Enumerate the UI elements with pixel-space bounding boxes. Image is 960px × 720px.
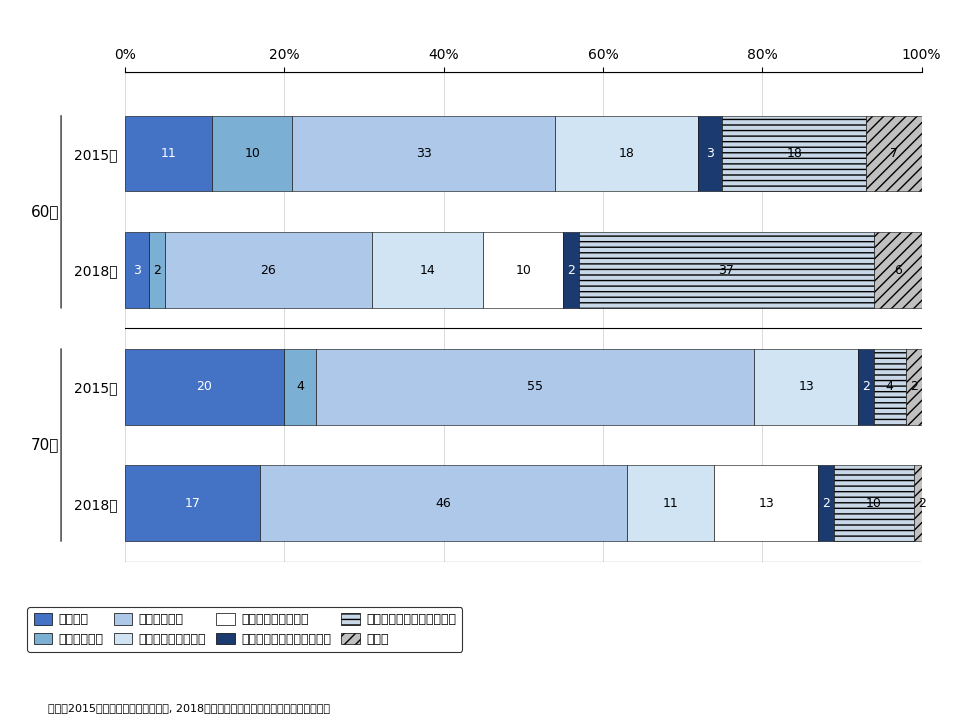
- Text: 17: 17: [184, 497, 201, 510]
- Bar: [484, 233, 563, 308]
- Text: 10: 10: [866, 497, 881, 510]
- Bar: [714, 465, 818, 541]
- Text: 3: 3: [707, 147, 714, 160]
- Text: 60代: 60代: [31, 204, 60, 220]
- Bar: [723, 116, 866, 192]
- Bar: [555, 116, 699, 192]
- Bar: [165, 233, 372, 308]
- Bar: [260, 465, 627, 541]
- Bar: [905, 349, 922, 425]
- Text: 18: 18: [786, 147, 802, 160]
- Bar: [372, 233, 484, 308]
- Text: 33: 33: [416, 147, 431, 160]
- Bar: [563, 233, 579, 308]
- Bar: [125, 465, 260, 541]
- Text: 2: 2: [862, 380, 870, 393]
- Text: 14: 14: [420, 264, 436, 276]
- Text: 2: 2: [822, 497, 830, 510]
- Bar: [834, 465, 914, 541]
- Text: 2: 2: [918, 497, 925, 510]
- Text: 55: 55: [527, 380, 543, 393]
- Text: 70代: 70代: [31, 438, 60, 453]
- Text: 11: 11: [160, 147, 177, 160]
- Legend: 全未所有, パソコンのみ, ケータイのみ, ケータイ＆パソコン, スマートフォンのみ, スマートフォン＆ケータイ, スマートフォン＆パソコン, 全所有: 全未所有, パソコンのみ, ケータイのみ, ケータイ＆パソコン, スマートフォン…: [28, 607, 463, 652]
- Text: 13: 13: [758, 497, 774, 510]
- Bar: [292, 116, 555, 192]
- Text: 4: 4: [886, 380, 894, 393]
- Text: 11: 11: [662, 497, 679, 510]
- Bar: [874, 233, 922, 308]
- Bar: [316, 349, 755, 425]
- Text: 18: 18: [619, 147, 635, 160]
- Bar: [579, 233, 874, 308]
- Text: 2: 2: [910, 380, 918, 393]
- Text: 4: 4: [296, 380, 304, 393]
- Bar: [874, 349, 905, 425]
- Bar: [858, 349, 874, 425]
- Text: 20: 20: [197, 380, 212, 393]
- Bar: [284, 349, 316, 425]
- Bar: [149, 233, 165, 308]
- Text: 26: 26: [260, 264, 276, 276]
- Bar: [914, 465, 929, 541]
- Text: 3: 3: [132, 264, 141, 276]
- Text: 37: 37: [718, 264, 734, 276]
- Bar: [125, 233, 149, 308]
- Bar: [818, 465, 834, 541]
- Bar: [866, 116, 922, 192]
- Text: 6: 6: [894, 264, 901, 276]
- Text: 10: 10: [516, 264, 531, 276]
- Bar: [125, 349, 284, 425]
- Text: 13: 13: [798, 380, 814, 393]
- Text: 2: 2: [567, 264, 575, 276]
- Text: 出所：2015年シニアの生活実態調査, 2018年一般向けモバイル動向調査（訪問留置）: 出所：2015年シニアの生活実態調査, 2018年一般向けモバイル動向調査（訪問…: [48, 703, 330, 713]
- Text: 2: 2: [153, 264, 160, 276]
- Bar: [699, 116, 723, 192]
- Bar: [212, 116, 292, 192]
- Text: 7: 7: [890, 147, 898, 160]
- Text: 10: 10: [245, 147, 260, 160]
- Bar: [627, 465, 714, 541]
- Text: 46: 46: [436, 497, 451, 510]
- Bar: [755, 349, 858, 425]
- Bar: [125, 116, 212, 192]
